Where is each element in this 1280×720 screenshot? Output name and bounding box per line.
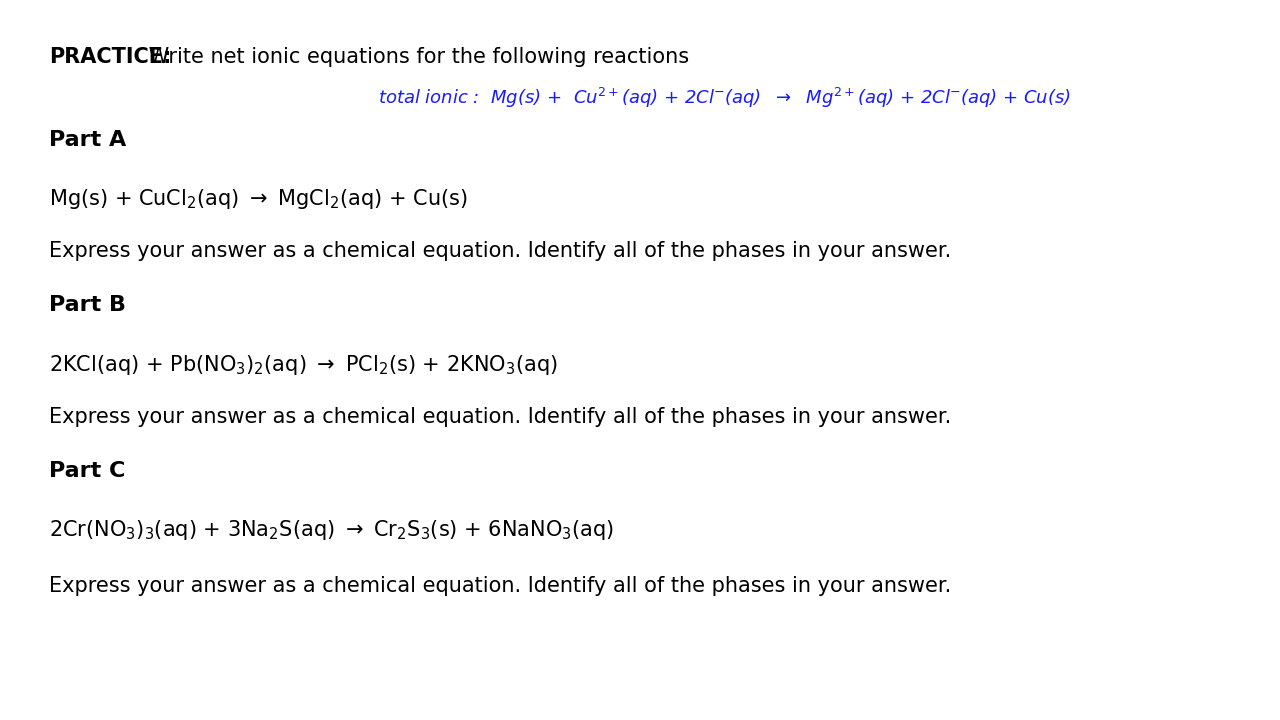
Text: Write net ionic equations for the following reactions: Write net ionic equations for the follow… xyxy=(142,47,689,67)
Text: Mg(s) + CuCl$_2$(aq) $\rightarrow$ MgCl$_2$(aq) + Cu(s): Mg(s) + CuCl$_2$(aq) $\rightarrow$ MgCl$… xyxy=(49,187,467,211)
Text: 2KCl(aq) + Pb(NO$_3$)$_2$(aq) $\rightarrow$ PCl$_2$(s) + 2KNO$_3$(aq): 2KCl(aq) + Pb(NO$_3$)$_2$(aq) $\rightarr… xyxy=(49,353,557,377)
Text: Part C: Part C xyxy=(49,461,125,481)
Text: Express your answer as a chemical equation. Identify all of the phases in your a: Express your answer as a chemical equati… xyxy=(49,407,951,427)
Text: PRACTICE:: PRACTICE: xyxy=(49,47,172,67)
Text: total ionic :  Mg(s) +  Cu$^{2+}$(aq) + 2Cl$^{-}$(aq)  $\rightarrow$  Mg$^{2+}$(: total ionic : Mg(s) + Cu$^{2+}$(aq) + 2C… xyxy=(378,86,1070,110)
Text: Express your answer as a chemical equation. Identify all of the phases in your a: Express your answer as a chemical equati… xyxy=(49,576,951,596)
Text: Part A: Part A xyxy=(49,130,125,150)
Text: Part B: Part B xyxy=(49,295,125,315)
Text: Express your answer as a chemical equation. Identify all of the phases in your a: Express your answer as a chemical equati… xyxy=(49,241,951,261)
Text: 2Cr(NO$_3$)$_3$(aq) + 3Na$_2$S(aq) $\rightarrow$ Cr$_2$S$_3$(s) + 6NaNO$_3$(aq): 2Cr(NO$_3$)$_3$(aq) + 3Na$_2$S(aq) $\rig… xyxy=(49,518,614,542)
